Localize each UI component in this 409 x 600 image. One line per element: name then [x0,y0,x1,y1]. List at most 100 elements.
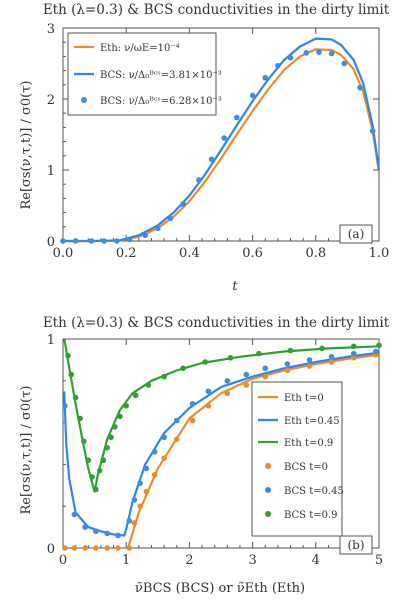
series-bcs-t-0-9-point [68,371,75,378]
panel-b-x-axis-label: ν̃BCS (BCS) or ν̃Eth (Eth) [135,581,305,596]
series-bcs-t-0-45-point [161,434,167,441]
panel-a-title: Eth (λ=0.3) & BCS conductivities in the … [43,2,390,18]
series-bcs-t-0-45-point [126,518,133,524]
panel-a-axes: 0.0 0.2 0.4 0.6 0.8 1.0 0 1 2 3 [47,22,390,261]
series-bcs-t-0-45-point [104,530,111,537]
series-bcs-t-0-point [306,363,313,369]
panel-b-y-label-text: Re[σs(ν,τ,t)] / σ0(τ) [19,385,34,514]
legend-swatch-point [265,487,271,493]
panel-a-x-axis-label: t [232,279,238,294]
panel-b-legend: Eth t=0 Eth t=0.45 Eth t=0.9 BCS t=0 BCS t=0… [251,381,344,537]
series-bcs-t-0-point [189,417,196,424]
panel-b-tag: (b) [339,535,373,555]
series-bcs-t-0-point [62,545,68,551]
series-bcs-t-0-9-point [104,444,111,451]
series-bcs-t-0-9-point [376,342,382,349]
x-tick-label: 3 [248,553,256,568]
y-tick-label: 3 [47,22,55,37]
x-tick-label: 0.2 [116,246,137,261]
series-bcs-t-0-point [243,382,250,388]
series-bcs-6-28-10-point [126,236,133,243]
series-bcs-t-0-9-point [117,413,123,420]
series-bcs-6-28-10-point [357,84,363,91]
series-bcs-6-28-10-point [208,156,215,163]
series-bcs-t-0-45-point [93,528,99,535]
series-bcs-6-28-10-point [101,238,107,244]
legend-swatch-point [81,97,87,103]
series-bcs-6-28-10-point [249,92,256,99]
series-bcs-t-0-point [126,545,133,551]
panel-b-title: Eth (λ=0.3) & BCS conductivities in the … [43,315,390,331]
series-bcs-t-0-point [262,373,269,380]
series-bcs-t-0-point [284,367,291,374]
series-bcs-t-0-9-point [319,345,325,352]
x-tick-label: 5 [375,553,383,568]
x-tick-label: 0.8 [305,246,326,261]
y-tick-label: 0 [47,235,55,250]
series-bcs-t-0-45-point [143,465,150,472]
x-tick-label: 0 [59,553,67,568]
legend-entry-label: BCS t=0 [284,462,328,473]
panel-b-frame [62,338,380,549]
series-bcs-t-0-45-point [243,371,250,378]
panel-a: Eth (λ=0.3) & BCS conductivities in the … [19,2,390,294]
series-bcs-6-28-10-point [369,128,376,134]
panel-a-legend: Eth: ν/ωE=10⁻⁴ BCS: ν/Δ₀ᴮᶜˢ=3.81×10⁻³ BCS:… [67,32,222,116]
series-bcs-t-0-9-point [65,352,71,359]
y-tick-label: 2 [47,93,55,108]
panel-a-tag-text: (a) [348,227,365,241]
series-bcs-t-0-45-point [137,480,143,487]
series-bcs-t-0-point [131,520,138,526]
series-bcs-t-0-45-point [262,365,269,372]
x-tick-label: 1.0 [369,246,390,261]
series-bcs-t-0-9-point [100,457,107,464]
legend-swatch-point [265,463,271,469]
panel-a-marks [60,37,381,244]
series-bcs-t-0-45-point [306,357,313,363]
series-bcs-t-0-45-point [173,417,180,424]
series-bcs-t-0-9-point [89,474,95,480]
series-bcs-t-0-point [350,355,357,361]
series-bcs-t-0-point [205,403,212,409]
series-bcs-6-28-10-point [142,232,148,239]
panel-a-y-axis-label: Re[σs(ν,τ,t)] / σ0(τ) [19,80,34,209]
series-bcs-t-0-45-point [115,532,121,539]
series-bcs-t-0-point [137,503,143,510]
series-bcs-t-0-point [173,436,180,443]
series-bcs-3-81-10-line [63,37,381,243]
panel-a-tag: (a) [339,224,373,244]
legend-swatch-point [265,511,271,517]
series-bcs-6-28-10-point [72,238,79,244]
y-tick-label: 1 [47,333,55,348]
series-bcs-t-0-45-point [350,350,357,357]
series-bcs-t-0-9-point [123,403,129,409]
series-bcs-6-28-10-point [88,238,95,244]
series-bcs-6-28-10-point [262,74,269,81]
series-bcs-6-28-10-point [196,177,202,183]
series-bcs-t-0-9-point [256,350,262,357]
legend-entry-label: Eth t=0 [284,393,324,404]
legend-entry-label: BCS: ν/Δ₀ᴮᶜˢ=3.81×10⁻³ [100,70,222,81]
panel-b-legend-box [251,381,343,537]
panel-a-frame [62,27,380,242]
legend-entry-label: Eth t=0.9 [284,438,333,449]
series-bcs-6-28-10-point [60,238,66,244]
series-bcs-6-28-10-point [316,49,322,55]
series-bcs-t-0-9-point [93,486,99,493]
y-tick-label: 0 [47,542,55,557]
series-bcs-t-0-9-point [72,394,79,401]
series-bcs-t-0-point [328,359,335,365]
series-bcs-t-0-point [71,545,78,551]
x-tick-label: 0.6 [242,246,263,261]
panel-a-tag-box [339,224,373,244]
series-bcs-t-0-point [104,545,111,551]
series-bcs-6-28-10-point [113,238,120,244]
series-bcs-t-0-9-point [287,347,294,354]
series-bcs-t-0-9-point [112,423,118,430]
series-bcs-6-28-10-point [221,135,227,141]
series-bcs-t-0-9-point [161,373,167,380]
series-bcs-6-28-10-point [341,60,348,67]
series-bcs-t-0-9-point [145,382,152,388]
series-bcs-6-28-10-point [180,201,186,207]
